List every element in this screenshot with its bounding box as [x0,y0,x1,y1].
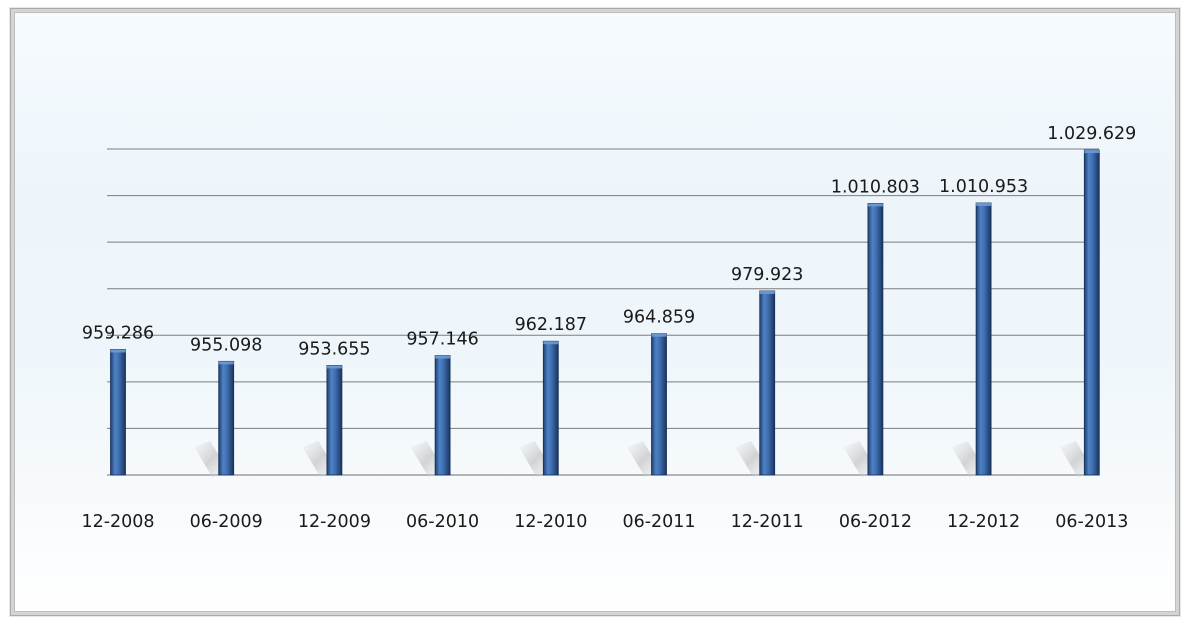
x-tick-label: 06-2012 [839,512,912,532]
bar-cap [543,341,559,345]
bar-06-2009 [218,360,235,476]
x-tick-label: 12-2011 [731,512,804,532]
bars [110,149,1100,476]
x-tick-label: 12-2012 [947,512,1020,532]
bar-cap [976,202,992,206]
data-label: 1.010.803 [831,177,920,197]
chart-frame: 959.286 955.098 953.655 957.146 962.187 964.8… [10,8,1180,616]
x-tick-label: 06-2011 [622,512,695,532]
bar-12-2008 [110,349,126,476]
bar-cap [110,349,126,353]
bar-cap [651,333,667,337]
bar-06-2011 [651,333,667,476]
bar-cap [435,355,451,359]
data-label: 957.146 [406,330,478,350]
data-label: 964.859 [623,308,695,328]
bar-cap [759,290,775,294]
bar-cap [218,361,234,365]
bar-06-2012 [867,203,884,476]
x-tick-label: 12-2010 [514,512,587,532]
bar-12-2010 [542,340,559,476]
bar-06-2010 [434,355,451,476]
bar-cap [867,203,883,207]
bar-cap [326,365,342,369]
data-label: 1.010.953 [939,177,1028,197]
data-label: 953.655 [298,339,370,359]
data-labels: 959.286 955.098 953.655 957.146 962.187 964.8… [82,124,1137,359]
x-tick-label: 06-2013 [1055,512,1128,532]
data-label: 1.029.629 [1047,124,1136,144]
x-axis-tick-labels: 12-2008 06-2009 12-2009 06-2010 12-2010 06-20… [81,512,1128,532]
data-label: 955.098 [190,335,262,355]
bar-12-2011 [759,290,776,476]
data-label: 959.286 [82,323,154,343]
bar-cap [1084,150,1100,154]
x-tick-label: 06-2009 [190,512,263,532]
bar-chart: 959.286 955.098 953.655 957.146 962.187 964.8… [81,124,1137,532]
data-label: 979.923 [731,265,803,285]
bar-12-2012 [975,202,992,476]
gridlines [107,148,1099,476]
x-tick-label: 12-2009 [298,512,371,532]
bar-12-2009 [326,365,343,476]
x-tick-label: 06-2010 [406,512,479,532]
x-tick-label: 12-2008 [81,512,154,532]
data-label: 962.187 [515,315,587,335]
bar-06-2013 [1083,149,1100,476]
